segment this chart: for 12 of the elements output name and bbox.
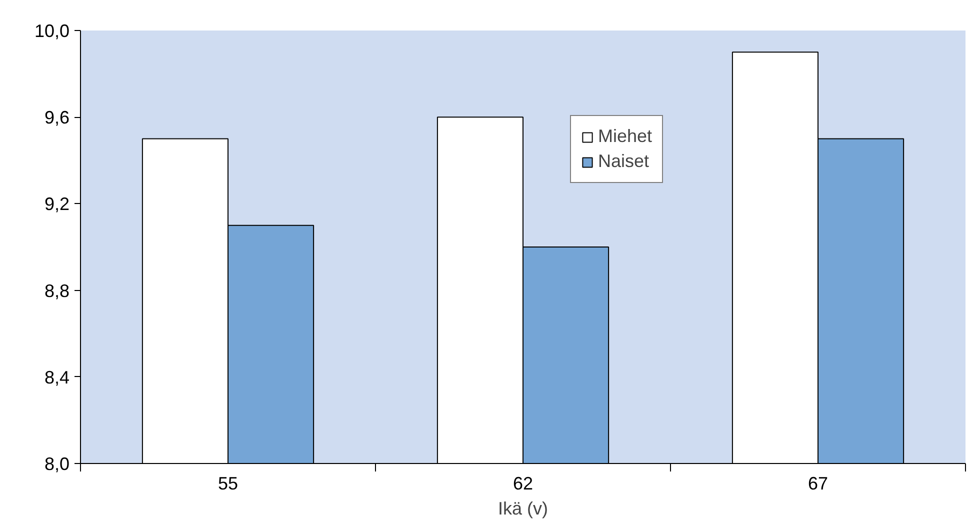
x-tick-label: 55 xyxy=(218,474,238,494)
y-tick-label: 8,8 xyxy=(44,280,70,301)
y-tick-label: 9,2 xyxy=(44,194,70,214)
y-tick-label: 10,0 xyxy=(34,21,70,41)
x-tick-label: 62 xyxy=(512,474,534,494)
legend-label: Naiset xyxy=(598,151,650,172)
x-tick-label: 67 xyxy=(808,474,828,494)
y-tick-label: 8,4 xyxy=(44,367,70,388)
legend-label: Miehet xyxy=(598,126,652,147)
y-tick-label: 9,6 xyxy=(44,108,70,128)
y-tick-label: 8,0 xyxy=(44,454,70,474)
x-axis-title: Ikä (v) xyxy=(498,498,548,518)
